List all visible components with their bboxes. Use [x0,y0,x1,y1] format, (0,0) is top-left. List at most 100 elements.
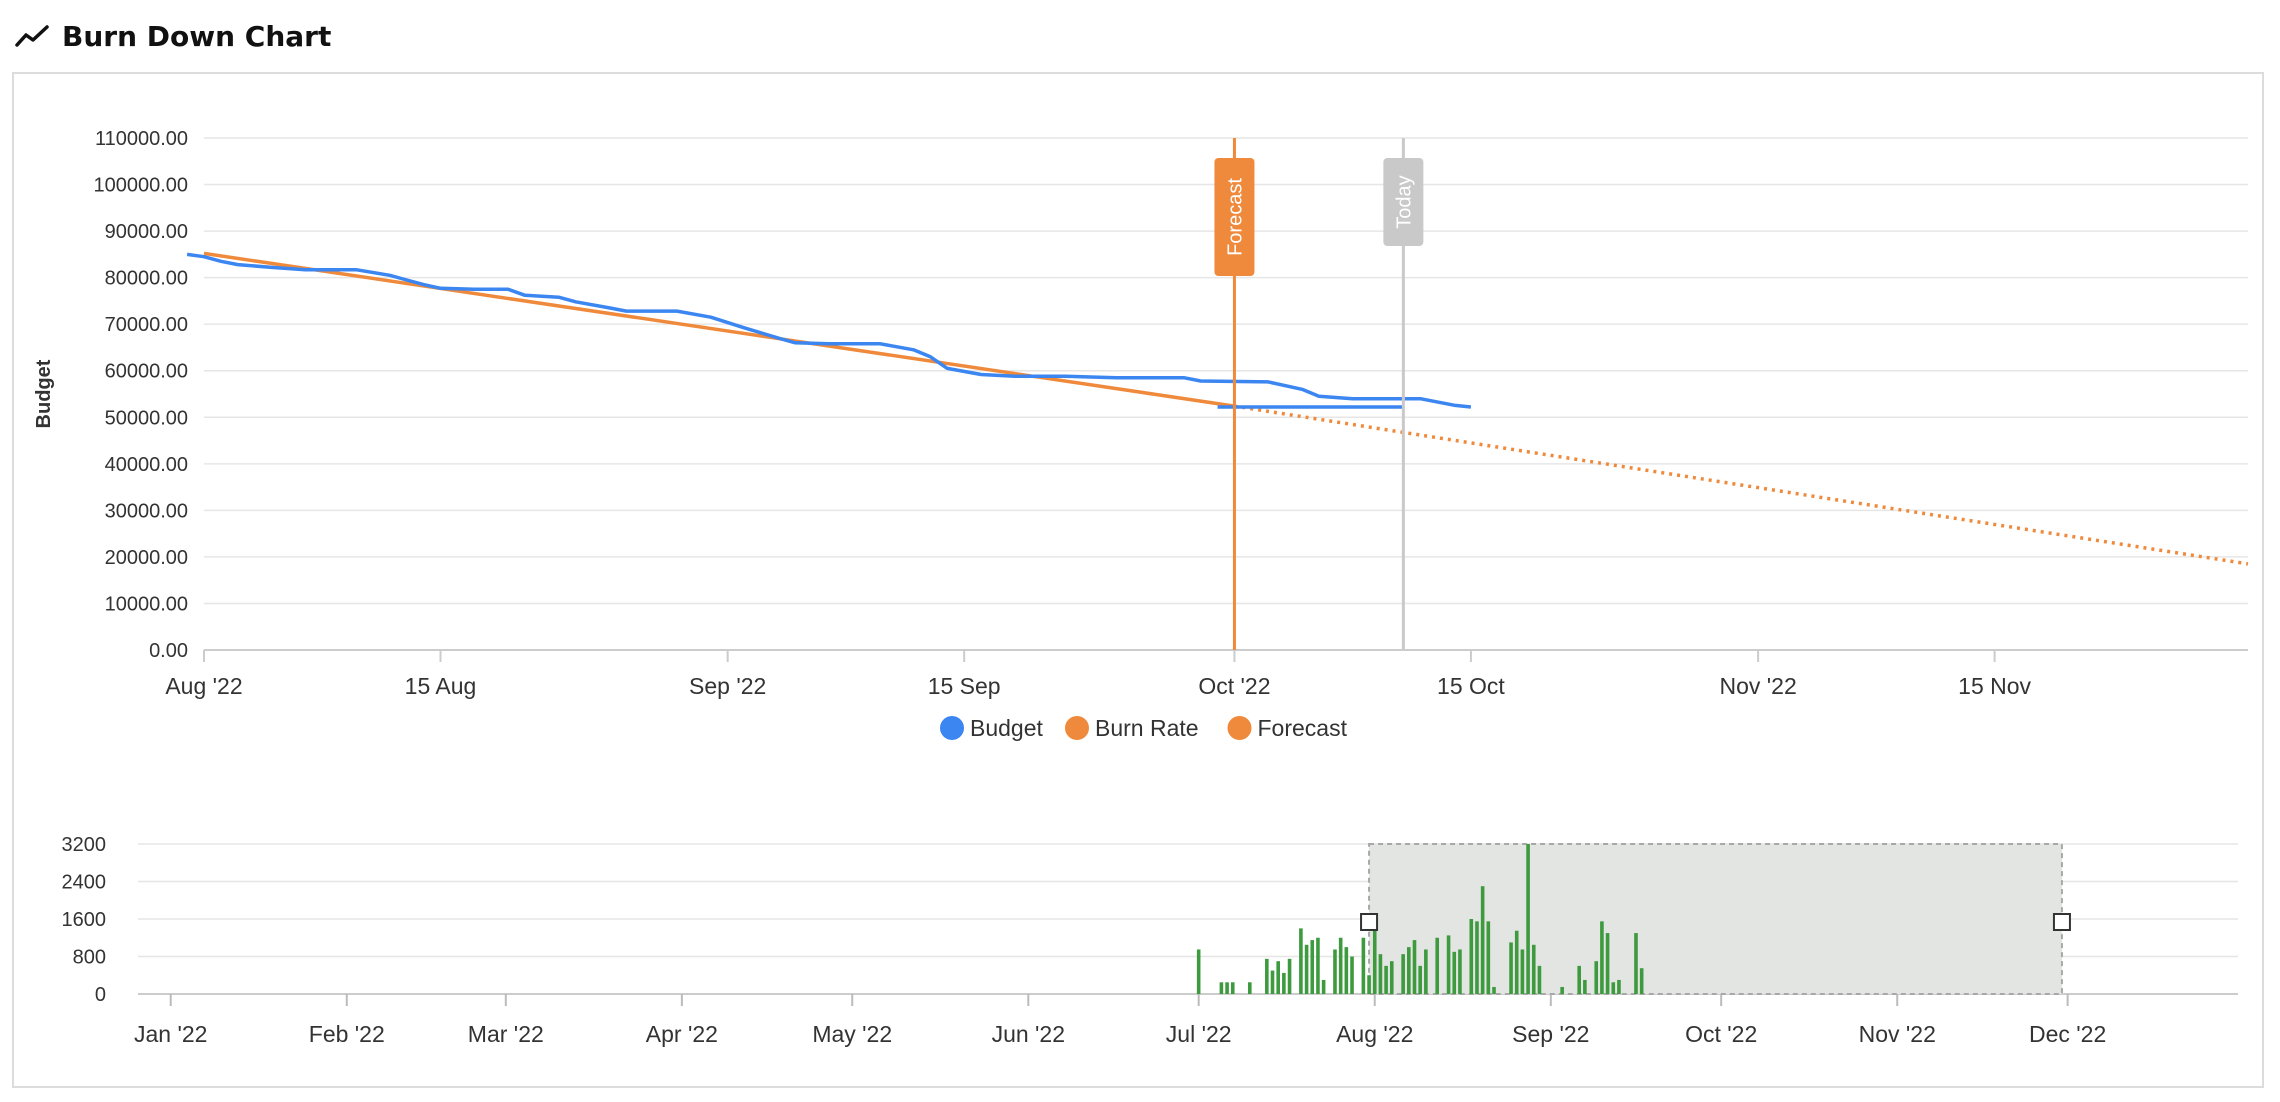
y-tick-label: 100000.00 [93,175,188,197]
burn-down-chart: 0.00 10000.00 20000.00 30000.00 40000.00 5000… [33,128,2249,1047]
navigator-bar [1276,961,1280,994]
navigator-handle-right[interactable] [2052,913,2071,931]
navigator-bar [1509,942,1513,994]
y-tick-label: 70000.00 [105,314,188,336]
y-tick-label: 90000.00 [105,221,188,243]
x-tick-label: 15 Sep [928,673,1001,699]
navigator-bar [1344,947,1349,994]
navigator-bar [1600,921,1604,994]
series-burn-rate-line [203,251,1235,408]
navigator-bar [1611,982,1616,994]
navigator-bar [1378,954,1383,994]
navigator-selection[interactable] [1368,843,2063,995]
x-tick-label: Sep '22 [689,673,766,699]
navigator-bar [1304,944,1309,994]
navigator-bar [1230,982,1235,994]
navigator-bar [1486,921,1491,994]
navigator-bar [1583,979,1587,994]
navigator-bar [1247,982,1252,994]
navigator-bar [1418,965,1422,994]
navigator-bar [1520,949,1525,994]
navigator-bar [1299,928,1303,994]
legend-item-budget[interactable]: Budget [970,715,1044,741]
y-tick-label: 40000.00 [105,454,188,476]
navigator-x-label: May '22 [812,1021,892,1047]
navigator-bar [1594,961,1599,994]
navigator-y-label: 3200 [62,834,107,856]
navigator-bar [1196,949,1201,994]
navigator-bar [1270,970,1275,994]
legend-marker-burn-rate[interactable] [1065,716,1089,740]
y-tick-label: 30000.00 [105,500,188,522]
navigator-bar [1389,961,1394,994]
navigator-bar [1605,933,1610,994]
legend-item-forecast[interactable]: Forecast [1258,715,1348,741]
navigator-x-label: Sep '22 [1512,1021,1589,1047]
navigator-bar [1424,949,1428,994]
navigator-bar [1407,947,1411,994]
navigator-bar [1282,972,1286,994]
navigator-bar [1435,937,1440,994]
navigator-handle-left[interactable] [1360,913,1379,931]
series-forecast-line [1234,404,2249,566]
legend-item-burn-rate[interactable]: Burn Rate [1095,715,1199,741]
navigator-bar [1475,921,1479,994]
x-tick-label: Oct '22 [1198,673,1270,699]
navigator-x-label: Jun '22 [992,1021,1065,1047]
navigator-bar [1367,975,1371,994]
x-tick-label: 15 Oct [1437,673,1505,699]
navigator-bar [1265,958,1269,994]
navigator-bar [1617,979,1621,994]
navigator-y-label: 0 [95,984,106,1006]
navigator-bar [1384,965,1388,994]
x-tick-label: Aug '22 [165,673,242,699]
navigator-x-label: Aug '22 [1336,1021,1413,1047]
navigator-bar [1446,935,1451,994]
navigator-bar [1333,949,1337,994]
navigator-bar [1531,944,1536,994]
navigator-bar [1401,954,1405,994]
chart-panel: 0.00 10000.00 20000.00 30000.00 40000.00 5000… [12,72,2264,1088]
line-chart-icon [15,25,49,47]
navigator-x-label: Apr '22 [646,1021,718,1047]
series-budget-line [186,252,1472,409]
navigator-bar [1338,937,1343,994]
navigator-bar [1225,982,1229,994]
y-tick-label: 20000.00 [105,547,188,569]
chart-header: Burn Down Chart [14,14,331,58]
y-tick-label: 0.00 [149,640,188,662]
y-axis-title: Budget [33,359,55,428]
navigator-bar [1219,982,1224,994]
navigator-y-label: 1600 [62,909,107,931]
navigator-bar [1316,937,1320,994]
navigator-bar [1361,937,1366,994]
y-tick-label: 60000.00 [105,361,188,383]
legend-marker-forecast[interactable] [1227,716,1252,740]
plotline-today-label: Today [1393,175,1415,228]
navigator-bar [1537,965,1542,994]
legend-marker-budget[interactable] [940,716,964,740]
x-tick-label: 15 Nov [1958,673,2031,699]
navigator-x-label: Nov '22 [1859,1021,1936,1047]
navigator-bar [1452,951,1457,994]
x-tick-label: 15 Aug [405,673,477,699]
navigator-x-label: Feb '22 [309,1021,385,1047]
navigator-bar [1480,886,1485,994]
navigator-bar [1492,986,1496,994]
navigator-bar [1514,930,1519,994]
navigator-bar [1287,958,1292,994]
navigator-x-label: Jan '22 [134,1021,207,1047]
navigator-x-label: Jul '22 [1166,1021,1232,1047]
navigator-bar [1560,986,1564,994]
navigator-bar [1577,965,1581,994]
plotline-today-badge [1383,158,1424,246]
navigator-bar [1469,919,1474,994]
navigator-bar [1412,940,1417,994]
navigator-bar [1458,949,1462,994]
navigator-bar [1634,933,1638,994]
navigator-y-label: 2400 [62,872,107,894]
x-tick-label: Nov '22 [1719,673,1796,699]
navigator-bar [1350,956,1354,994]
navigator-x-label: Mar '22 [468,1021,544,1047]
y-tick-label: 10000.00 [105,593,188,615]
